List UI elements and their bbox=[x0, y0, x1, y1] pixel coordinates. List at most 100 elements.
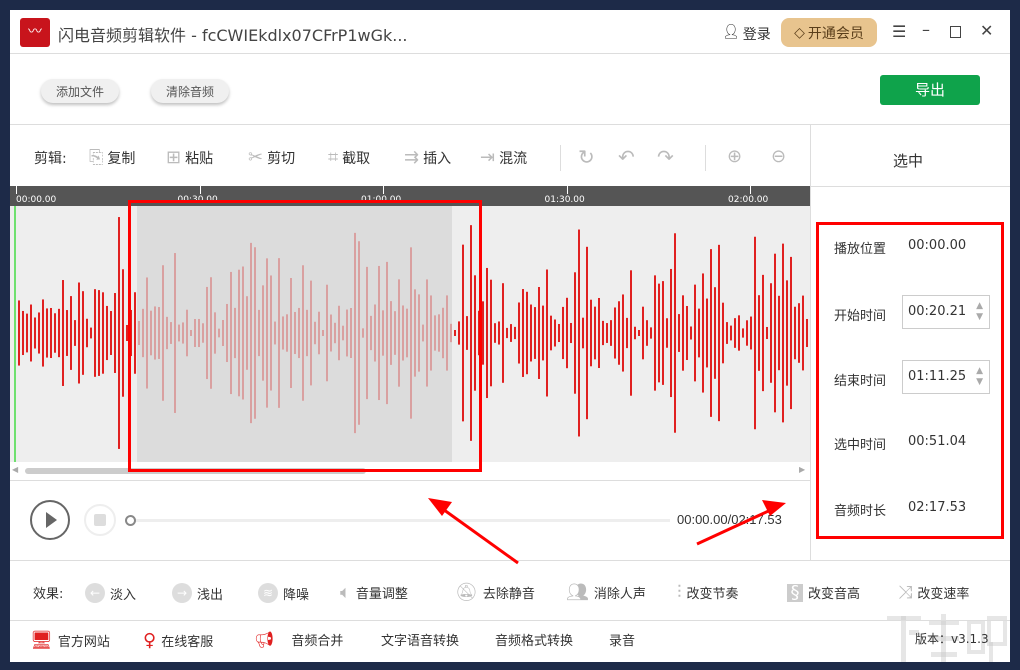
reset-button[interactable]: ↻ bbox=[578, 147, 595, 167]
copy-button[interactable]: ⎘ 复制 bbox=[89, 147, 136, 168]
wave-bar bbox=[438, 314, 440, 352]
effect-volume[interactable]: 🔈︎ 音量调整 bbox=[340, 581, 408, 603]
wave-bar bbox=[310, 280, 312, 386]
zoom-in-button[interactable]: ⊕ bbox=[727, 148, 742, 166]
wave-bar bbox=[634, 326, 636, 340]
arrow-line bbox=[439, 505, 519, 565]
stop-button[interactable] bbox=[84, 504, 116, 536]
wave-bar bbox=[582, 317, 584, 349]
add-file-button[interactable]: 添加文件 bbox=[41, 79, 119, 103]
zoom-out-button[interactable]: ⊖ bbox=[771, 148, 786, 166]
wave-bar bbox=[434, 315, 436, 351]
start-time-input[interactable]: 00:20.21 ▲ ▼ bbox=[902, 295, 990, 329]
clear-audio-button[interactable]: 清除音频 bbox=[151, 79, 229, 103]
wave-bar bbox=[26, 313, 28, 353]
diamond-icon: ◇ bbox=[794, 24, 805, 41]
wave-bar bbox=[238, 269, 240, 397]
format-convert-link[interactable]: 音频格式转换 bbox=[495, 634, 574, 649]
undo-button[interactable]: ↶ bbox=[618, 147, 635, 167]
wave-bar bbox=[202, 323, 204, 343]
wave-bar bbox=[154, 306, 156, 360]
effect-remove-vocals[interactable]: 👥︎ 消除人声 bbox=[566, 581, 646, 603]
mix-button[interactable]: ⇥ 混流 bbox=[480, 147, 528, 168]
cut-button[interactable]: ✂ 剪切 bbox=[248, 147, 296, 168]
divider bbox=[10, 480, 810, 481]
wave-bar bbox=[606, 323, 608, 343]
tick-mark bbox=[16, 186, 17, 194]
crop-button[interactable]: ⌗ 截取 bbox=[328, 147, 371, 168]
wave-bar bbox=[266, 258, 268, 408]
wave-bar bbox=[22, 310, 24, 356]
wave-bar bbox=[522, 289, 524, 377]
wave-bar bbox=[254, 247, 256, 419]
effect-change-tempo[interactable]: ⫶ 改变节奏 bbox=[677, 581, 739, 603]
vip-button[interactable]: ◇ 开通会员 bbox=[781, 18, 877, 47]
wave-bar bbox=[762, 274, 764, 392]
wave-bar bbox=[230, 271, 232, 395]
record-link[interactable]: 录音 bbox=[609, 634, 636, 649]
wave-bar bbox=[278, 258, 280, 408]
spinner-arrows-icon[interactable]: ▲ ▼ bbox=[976, 366, 983, 387]
wave-bar bbox=[42, 299, 44, 367]
effect-fade-out[interactable]: → 浅出 bbox=[172, 583, 223, 603]
scroll-left-icon[interactable]: ◀ bbox=[12, 465, 19, 474]
divider bbox=[10, 53, 1010, 54]
zoom-out-icon: ⊖ bbox=[771, 146, 787, 167]
official-site-link[interactable]: 🖥︎ 官方网站 bbox=[30, 630, 110, 651]
effect-change-pitch[interactable]: § 改变音高 bbox=[787, 583, 860, 602]
arrow-line bbox=[696, 506, 776, 546]
effect-change-speed[interactable]: ⤨ 改变速率 bbox=[898, 581, 970, 603]
effect-fade-in[interactable]: ← 淡入 bbox=[85, 583, 136, 603]
arrow-right-icon: → bbox=[172, 583, 192, 603]
online-support-link[interactable]: ♀ 在线客服 bbox=[143, 630, 214, 651]
redo-button[interactable]: ↷ bbox=[657, 147, 674, 167]
wave-bar bbox=[326, 284, 328, 382]
wave-bar bbox=[186, 309, 188, 357]
speaker-icon: 🔈︎ bbox=[340, 581, 351, 603]
wave-bar bbox=[150, 310, 152, 356]
wave-bar bbox=[306, 309, 308, 357]
wave-bar bbox=[442, 307, 444, 359]
end-time-input[interactable]: 01:11.25 ▲ ▼ bbox=[902, 360, 990, 394]
scroll-right-icon[interactable]: ▶ bbox=[799, 465, 806, 474]
insert-button[interactable]: ⇉ 插入 bbox=[404, 147, 452, 168]
wave-bar bbox=[286, 314, 288, 352]
wave-bar bbox=[46, 308, 48, 358]
wave-bar bbox=[130, 309, 132, 357]
export-button[interactable]: 导出 bbox=[880, 75, 980, 105]
audio-merge-link[interactable]: 📢︎ 音频合并 bbox=[254, 630, 344, 649]
wave-bar bbox=[738, 315, 740, 351]
wave-bar bbox=[370, 315, 372, 351]
wave-bar bbox=[86, 318, 88, 348]
mix-icon: ⇥ bbox=[480, 147, 496, 168]
wave-bar bbox=[34, 317, 36, 349]
play-position-label: 播放位置 bbox=[834, 242, 887, 257]
effect-remove-silence[interactable]: 🔕︎ 去除静音 bbox=[455, 581, 535, 603]
progress-track[interactable] bbox=[130, 519, 670, 522]
close-button[interactable]: ✕ bbox=[980, 21, 994, 40]
wave-bar bbox=[414, 289, 416, 377]
wave-bar bbox=[354, 232, 356, 434]
play-button[interactable] bbox=[30, 500, 70, 540]
playhead[interactable] bbox=[14, 206, 16, 462]
wave-bar bbox=[334, 322, 336, 344]
spinner-arrows-icon[interactable]: ▲ ▼ bbox=[976, 301, 983, 322]
text-to-speech-link[interactable]: 文字语音转换 bbox=[381, 634, 460, 649]
wave-bar bbox=[694, 284, 696, 382]
wave-bar bbox=[98, 290, 100, 376]
wave-bar bbox=[138, 321, 140, 345]
menu-icon[interactable]: ☰ bbox=[892, 22, 907, 41]
login-button[interactable]: 👤︎ 登录 bbox=[722, 24, 771, 43]
maximize-button[interactable] bbox=[950, 26, 961, 38]
minimize-button[interactable]: – bbox=[922, 20, 930, 39]
insert-icon: ⇉ bbox=[404, 147, 420, 168]
wave-bar bbox=[514, 326, 516, 340]
progress-handle[interactable] bbox=[125, 515, 136, 526]
duration-label: 音频时长 bbox=[834, 504, 887, 519]
paste-button[interactable]: ⊞ 粘贴 bbox=[166, 147, 214, 168]
effect-denoise[interactable]: ≋ 降噪 bbox=[258, 583, 309, 603]
wave-bar bbox=[718, 244, 720, 422]
wave-bar bbox=[382, 310, 384, 356]
wave-bar bbox=[338, 305, 340, 361]
wave-bar bbox=[362, 328, 364, 338]
